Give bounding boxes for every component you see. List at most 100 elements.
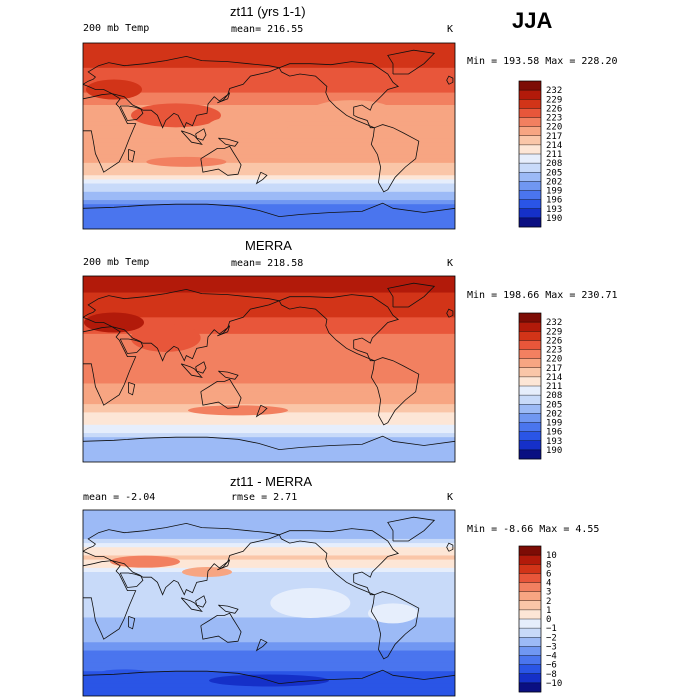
contour-band [83,179,455,185]
contour-band [83,321,455,327]
colorbar-tick-label: 229 [546,327,562,337]
colorbar-cell [519,199,541,210]
panel-mean-label: mean= 218.58 [231,258,304,269]
contour-band [83,441,455,447]
contour-band [83,171,455,176]
contour-band [83,391,455,397]
contour-band [83,338,455,343]
colorbar-cell [519,413,541,423]
contour-band [83,354,455,360]
coastline [83,93,137,173]
colorbar-tick-label: 1 [546,606,551,616]
colorbar-cell [519,108,541,118]
colorbar-tick-label: 193 [546,437,562,447]
colorbar-tick-label: 232 [546,318,562,328]
contour-band [83,96,455,102]
contour-band [83,216,455,222]
contour-band [83,395,455,401]
colorbar-cell [519,172,541,182]
colorbar-tick-label: −2 [546,633,557,643]
colorbar-cell [519,422,541,432]
colorbar-tick-label: 205 [546,400,562,410]
colorbar-tick-label: 214 [546,141,562,151]
contour-band [83,300,455,306]
contour-band [83,667,455,672]
colorbar-tick-label: 208 [546,391,562,401]
contour-band [83,449,455,455]
contour-region [131,103,221,128]
map-frame [82,509,456,697]
colorbar-tick-label: 214 [546,373,562,383]
colorbar-tick-label: 226 [546,104,562,114]
map-panel [82,42,456,230]
coastline [217,325,231,337]
coastline [370,357,420,426]
colorbar-tick-label: 232 [546,86,562,96]
colorbar-tick-label: −3 [546,642,557,652]
colorbar-tick-label: −6 [546,661,557,671]
colorbar-cell [519,564,541,574]
colorbar-cell [519,619,541,629]
contour-band [83,350,455,356]
contour-band [83,514,455,519]
colorbar-cell [519,163,541,173]
contour-band [83,580,455,585]
contour-band [83,563,455,569]
contour-band [83,47,455,52]
coastline [255,638,268,652]
contour-band [83,208,455,214]
contour-band [83,518,455,523]
coastline [278,528,400,596]
colorbar-cell [519,90,541,100]
coastline [180,597,203,612]
contour-band [83,416,455,422]
coastline [387,49,436,75]
colorbar-cell [519,358,541,369]
contour-band [83,150,455,156]
contour-region [84,312,144,333]
coastline [446,75,454,85]
colorbar-tick-label: 10 [546,551,557,561]
panel-unit-label: K [447,24,454,35]
colorbar-tick-label: 190 [546,214,562,224]
colorbar-tick-label: 196 [546,196,562,206]
contour-band [83,584,455,590]
contour-band [83,654,455,660]
map-frame [82,275,456,463]
contour-band [83,383,455,389]
colorbar: 2322292262232202172142112082052021991961… [518,312,562,460]
contour-band [83,342,455,347]
contour-band [83,204,455,209]
colorbar-tick-label: 217 [546,364,562,374]
panel-unit-label: K [447,492,454,503]
contour-region [368,603,418,624]
coastline [83,560,137,640]
colorbar-cell [519,646,541,656]
colorbar-cell [519,609,541,620]
contour-band [83,625,455,631]
contour-band [83,317,455,323]
colorbar-cell [519,349,541,359]
colorbar-tick-label: 205 [546,168,562,178]
colorbar-cell [519,154,541,164]
contour-band [83,691,455,696]
colorbar-tick-label: 0 [546,615,551,625]
coastline [446,308,454,318]
contour-band [83,424,455,430]
contour-band [83,671,455,676]
contour-band [83,453,455,459]
colorbar-cell [519,546,541,556]
map-panel [82,509,456,697]
contour-band [83,133,455,139]
contour-band [83,309,455,314]
contour-region [86,79,142,100]
coastline [255,404,268,418]
contour-band [83,142,455,147]
contour-band [83,543,455,548]
contour-band [83,333,455,339]
coastline [83,55,281,129]
coastline [83,288,281,362]
coastline [180,363,203,378]
colorbar-tick-label: 226 [546,336,562,346]
